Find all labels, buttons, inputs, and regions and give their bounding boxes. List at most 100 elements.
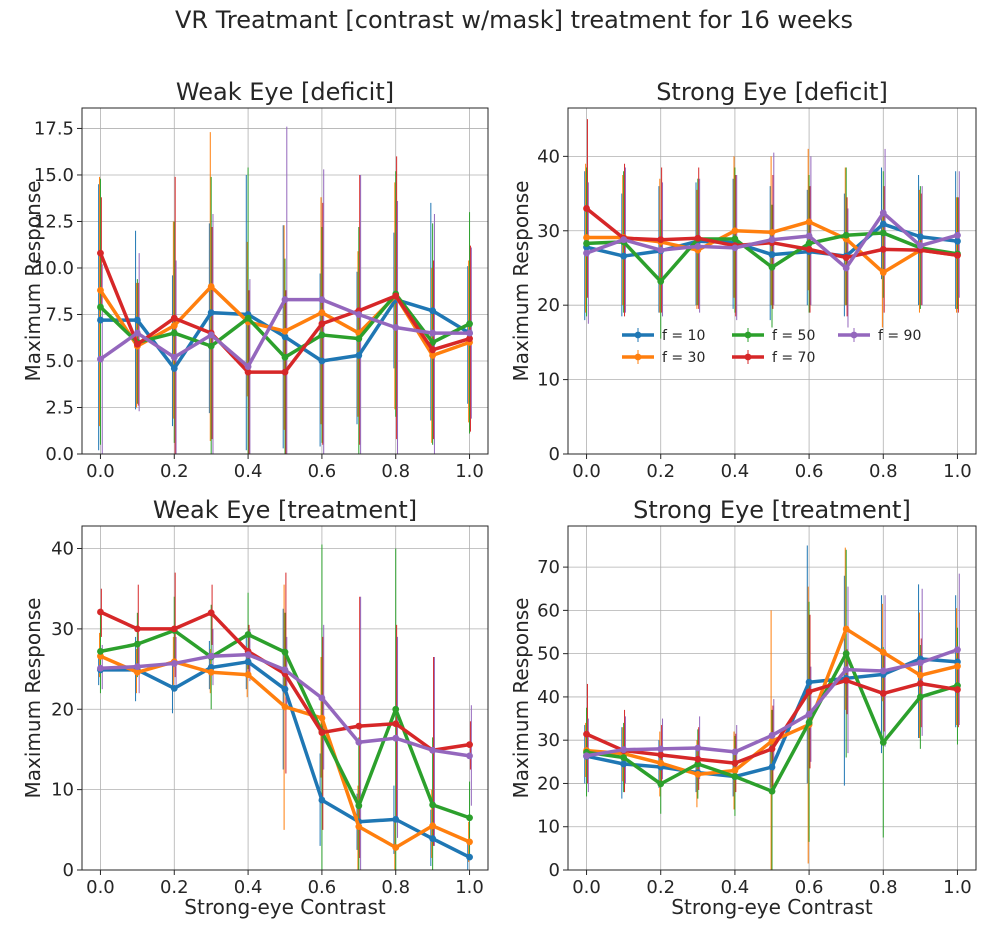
strong-treatment-ytick-label: 10 bbox=[537, 817, 560, 838]
strong-treatment-ytick-label: 0 bbox=[549, 860, 560, 881]
strong-deficit-point-f70 bbox=[842, 254, 850, 261]
weak-treatment-point-f70 bbox=[133, 625, 141, 633]
weak-deficit-point-f50 bbox=[170, 329, 178, 337]
weak-treatment-point-f30 bbox=[429, 822, 437, 830]
weak-treatment-point-f30 bbox=[392, 844, 400, 851]
strong-deficit-point-f70 bbox=[954, 251, 961, 259]
weak-deficit-ytick-label: 10.0 bbox=[34, 258, 74, 279]
strong-treatment-point-f90 bbox=[768, 732, 776, 739]
legend-item-f50: f = 50 bbox=[732, 328, 815, 344]
weak-treatment-plot-area bbox=[82, 526, 488, 870]
weak-deficit-point-f50 bbox=[355, 335, 363, 343]
weak-deficit-point-f70 bbox=[281, 368, 289, 376]
strong-deficit-xtick-label: 1.0 bbox=[943, 461, 972, 482]
weak-treatment-point-f10 bbox=[281, 685, 289, 693]
strong-treatment-point-f50 bbox=[842, 650, 850, 658]
strong-deficit-xtick-label: 0.2 bbox=[646, 461, 675, 482]
strong-deficit-ytick-label: 30 bbox=[537, 221, 560, 242]
strong-deficit-point-f30 bbox=[768, 228, 776, 236]
strong-treatment-point-f10 bbox=[768, 763, 776, 771]
weak-deficit-point-f50 bbox=[207, 342, 215, 350]
strong-deficit-frame bbox=[567, 107, 977, 455]
weak-treatment-point-f70 bbox=[170, 625, 178, 633]
strong-deficit-point-f90 bbox=[916, 242, 924, 250]
legend-label: f = 70 bbox=[772, 350, 815, 366]
weak-deficit-point-f90 bbox=[97, 355, 104, 363]
strong-treatment-point-f90 bbox=[694, 744, 702, 752]
strong-deficit-point-f70 bbox=[879, 245, 887, 253]
weak-treatment-ytick-label: 10 bbox=[51, 780, 74, 801]
weak-deficit-xtick-label: 1.0 bbox=[455, 461, 484, 482]
weak-deficit-point-f90 bbox=[133, 329, 141, 337]
strong-treatment-point-f70 bbox=[805, 688, 813, 696]
weak-treatment-point-f50 bbox=[281, 648, 289, 656]
strong-treatment-point-f70 bbox=[694, 755, 702, 763]
weak-deficit-series-f90 bbox=[97, 296, 473, 370]
weak-treatment-xlabel: Strong-eye Contrast bbox=[184, 895, 386, 919]
weak-deficit-point-f70 bbox=[466, 335, 473, 343]
strong-treatment-xtick-label: 0.6 bbox=[795, 877, 824, 898]
strong-treatment-xtick-label: 0.0 bbox=[572, 877, 601, 898]
weak-deficit-point-f90 bbox=[244, 363, 252, 370]
strong-treatment-ytick-label: 70 bbox=[537, 557, 560, 578]
weak-deficit-ytick-label: 7.5 bbox=[45, 304, 74, 325]
strong-deficit-point-f50 bbox=[879, 229, 887, 237]
strong-deficit-point-f90 bbox=[694, 243, 702, 250]
strong-deficit-point-f90 bbox=[768, 236, 776, 244]
strong-treatment-point-f30 bbox=[879, 648, 887, 656]
weak-deficit-ytick-label: 5.0 bbox=[45, 351, 74, 372]
strong-treatment-point-f70 bbox=[768, 745, 776, 753]
strong-treatment-point-f50 bbox=[916, 693, 924, 701]
strong-treatment-point-f50 bbox=[657, 780, 665, 788]
strong-treatment-point-f50 bbox=[805, 719, 813, 726]
weak-deficit-series-f70 bbox=[97, 249, 473, 376]
weak-deficit-point-f10 bbox=[281, 333, 289, 341]
strong-treatment-point-f90 bbox=[954, 646, 961, 654]
weak-deficit-point-f90 bbox=[429, 329, 437, 337]
strong-treatment-point-f70 bbox=[879, 690, 887, 697]
weak-treatment-point-f90 bbox=[97, 664, 104, 672]
strong-deficit-point-f90 bbox=[879, 209, 887, 217]
weak-treatment-point-f50 bbox=[244, 631, 252, 638]
weak-treatment-series-f90 bbox=[97, 651, 473, 760]
weak-deficit-ytick-label: 2.5 bbox=[45, 397, 74, 418]
legend-item-f30: f = 30 bbox=[622, 350, 705, 366]
weak-treatment-ylabel: Maximum Response bbox=[21, 598, 45, 799]
weak-treatment-point-f30 bbox=[318, 714, 326, 722]
legend-label: f = 30 bbox=[662, 350, 705, 366]
strong-deficit-point-f10 bbox=[879, 220, 887, 228]
weak-deficit-point-f10 bbox=[429, 307, 437, 315]
strong-deficit-point-f90 bbox=[620, 236, 628, 244]
strong-deficit-point-f10 bbox=[768, 251, 776, 258]
strong-deficit-point-f10 bbox=[954, 237, 961, 245]
strong-treatment-title: Strong Eye [treatment] bbox=[633, 496, 911, 524]
weak-deficit-point-f90 bbox=[355, 311, 363, 318]
weak-deficit-series-f10 bbox=[97, 296, 473, 372]
strong-treatment-point-f70 bbox=[657, 751, 665, 759]
weak-treatment-title: Weak Eye [treatment] bbox=[153, 496, 417, 524]
weak-treatment-point-f90 bbox=[170, 660, 178, 667]
weak-treatment-ytick-label: 0 bbox=[63, 860, 74, 881]
strong-deficit-point-f30 bbox=[731, 227, 739, 235]
strong-deficit-point-f30 bbox=[805, 218, 813, 226]
weak-treatment-point-f50 bbox=[355, 802, 363, 810]
strong-deficit-point-f50 bbox=[768, 263, 776, 271]
strong-treatment-point-f90 bbox=[879, 667, 887, 675]
strong-deficit-point-f90 bbox=[657, 246, 665, 254]
figure-suptitle: VR Treatmant [contrast w/mask] treatment… bbox=[175, 6, 853, 34]
strong-deficit-legend: f = 10 f = 50 f = 90 f = 30 f = 70 bbox=[622, 328, 921, 366]
weak-treatment-point-f90 bbox=[133, 663, 141, 671]
strong-deficit-point-f50 bbox=[657, 277, 665, 285]
strong-treatment-point-f30 bbox=[842, 625, 850, 633]
weak-deficit-xtick-label: 0.8 bbox=[381, 461, 410, 482]
weak-treatment-point-f50 bbox=[133, 640, 141, 648]
weak-deficit-point-f30 bbox=[318, 309, 326, 317]
strong-deficit-point-f70 bbox=[694, 234, 702, 242]
weak-deficit-frame bbox=[81, 107, 489, 455]
legend-item-f10: f = 10 bbox=[622, 328, 705, 344]
strong-treatment-point-f70 bbox=[731, 759, 739, 767]
weak-deficit-point-f90 bbox=[207, 331, 215, 339]
weak-deficit-xtick-label: 0.6 bbox=[308, 461, 337, 482]
strong-treatment-ytick-label: 40 bbox=[537, 687, 560, 708]
strong-deficit-point-f90 bbox=[731, 244, 739, 252]
